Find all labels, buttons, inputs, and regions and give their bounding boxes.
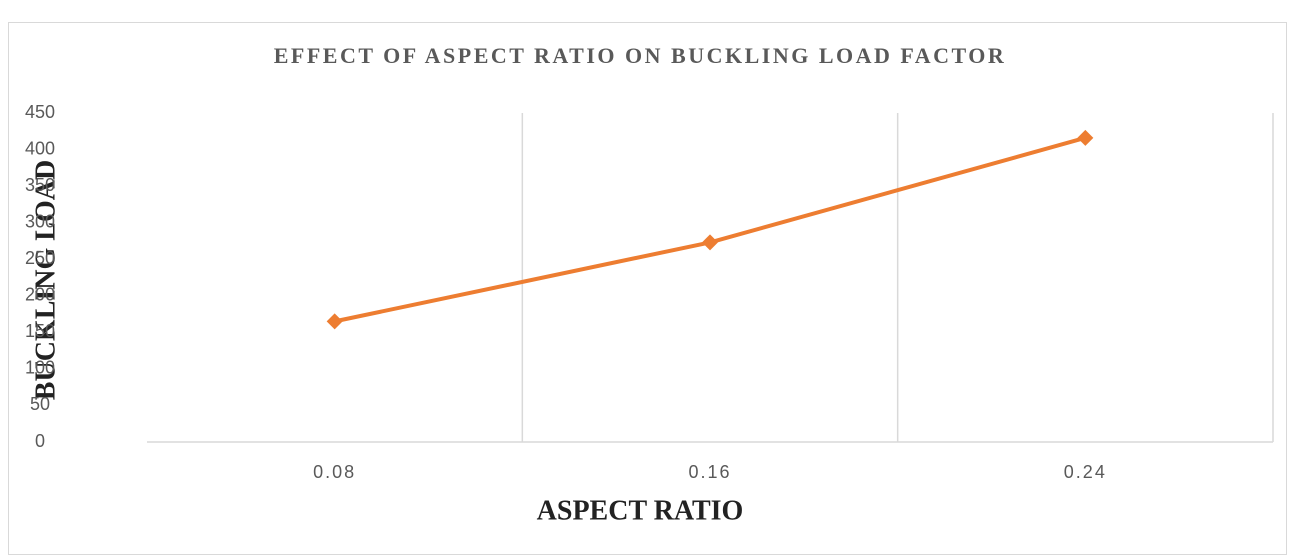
chart-border bbox=[8, 22, 1287, 555]
y-tick-label: 250 bbox=[25, 248, 55, 268]
x-tick-label: 0.16 bbox=[688, 462, 731, 482]
y-tick-label: 450 bbox=[25, 102, 55, 122]
x-axis-label: ASPECT RATIO bbox=[537, 495, 744, 526]
marker bbox=[702, 234, 718, 251]
marker bbox=[1077, 129, 1094, 146]
y-tick-label: 400 bbox=[25, 138, 55, 158]
y-tick-label: 100 bbox=[25, 358, 55, 378]
y-tick-label: 200 bbox=[25, 285, 55, 305]
y-tick-label: 0 bbox=[35, 431, 45, 451]
y-tick-label: 350 bbox=[25, 175, 55, 195]
y-axis-label: BUCKLING LOAD bbox=[30, 160, 61, 400]
marker bbox=[326, 313, 343, 330]
x-tick-label: 0.08 bbox=[313, 462, 356, 482]
y-tick-label: 50 bbox=[30, 394, 50, 414]
y-tick-label: 150 bbox=[25, 321, 55, 341]
chart-title: EFFECT OF ASPECT RATIO ON BUCKLING LOAD … bbox=[274, 43, 1007, 68]
y-tick-label: 300 bbox=[25, 211, 55, 231]
x-tick-label: 0.24 bbox=[1064, 462, 1107, 482]
